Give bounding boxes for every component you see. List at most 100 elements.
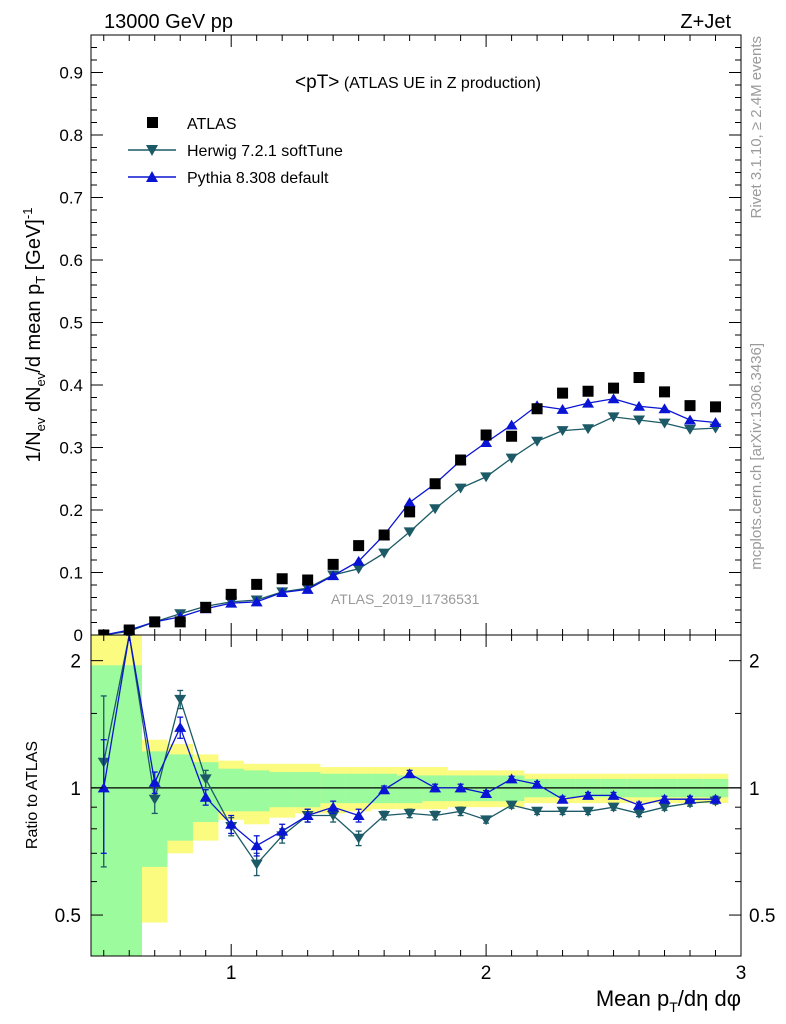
atlas-point	[276, 573, 288, 585]
ratio-y-tick-label: 0.5	[55, 906, 81, 927]
herwig-ratio-point	[429, 811, 442, 821]
pythia-ratio-point	[174, 722, 187, 732]
atlas-point	[404, 506, 416, 518]
pythia-point	[301, 583, 314, 594]
pythia-point	[327, 570, 340, 581]
herwig-point	[582, 424, 595, 435]
herwig-point	[531, 436, 544, 447]
ratio-axes-layer: 0.5 0.5 1 1 2 2 1 2 3	[55, 635, 775, 984]
pythia-ratio-point	[327, 801, 340, 812]
pythia-point	[684, 414, 697, 425]
y-tick-label: 0.8	[59, 126, 83, 145]
band-inner	[269, 772, 295, 808]
pythia-point	[556, 403, 569, 414]
pythia-point	[276, 587, 289, 597]
atlas-point	[582, 385, 594, 397]
pythia-ratio-point	[658, 793, 671, 804]
pythia-ratio-point	[531, 778, 544, 789]
x-axis-label-text: Mean pT/dη dφ	[596, 986, 741, 1015]
y-tick-label: 0.6	[59, 251, 83, 270]
herwig-ratio-point	[148, 794, 161, 805]
band-inner	[167, 754, 193, 841]
atlas-point	[531, 403, 543, 415]
atlas-point	[327, 558, 339, 570]
herwig-ratio-point	[633, 808, 646, 819]
herwig-ratio-point	[352, 833, 365, 844]
pythia-ratio-point	[556, 793, 569, 804]
pythia-ratio-point	[582, 789, 595, 800]
pythia-point	[607, 393, 620, 404]
pythia-ratio-point	[97, 782, 110, 793]
herwig-point	[556, 426, 569, 437]
atlas-point	[506, 430, 518, 442]
band-inner	[116, 665, 142, 956]
y-tick-label: 0.1	[59, 564, 83, 583]
legend: ATLAS Herwig 7.2.1 softTune Pythia 8.308…	[128, 116, 343, 187]
ratio-frame	[90, 634, 742, 957]
ratio-y-tick-label: 2	[70, 652, 81, 673]
atlas-point	[174, 616, 186, 628]
pythia-point	[250, 596, 263, 607]
x-axis-label: Mean pT/dη dφ	[596, 986, 741, 1015]
pythia-ratio-point	[633, 799, 646, 810]
pythia-ratio-point	[225, 818, 238, 829]
y-tick-label: 0.5	[59, 314, 83, 333]
main-panel: 0 0.1 0.2 0.3 0.4 0.5 0.6 0.7 0.8 0.9 <pT> (ATLAS…	[20, 34, 742, 645]
pythia-point	[709, 417, 722, 427]
atlas-point	[633, 372, 645, 383]
band-inner	[396, 775, 423, 804]
atlas-point	[378, 529, 390, 541]
herwig-ratio-point	[403, 808, 416, 819]
herwig-ratio-point	[174, 694, 187, 705]
ratio-y-tick-label: 1	[70, 779, 81, 800]
legend-atlas-label: ATLAS	[187, 116, 237, 133]
chart-title-text: <pT> (ATLAS UE in Z production)	[295, 72, 541, 93]
y-axis-label-text: 1/Nev dNev/d mean pT [GeV]-1	[20, 208, 48, 463]
atlas-point	[429, 478, 441, 490]
pythia-ratio-point	[378, 784, 391, 795]
pythia-point	[658, 403, 671, 414]
herwig-ratio-point	[582, 806, 595, 817]
ratio-y-label: Ratio to ATLAS	[24, 741, 41, 849]
herwig-ratio-point	[607, 802, 620, 813]
band-inner	[294, 772, 321, 808]
pythia-point	[225, 597, 238, 608]
rivet-label: Rivet 3.1.10, ≥ 2.4M events	[748, 36, 765, 219]
pythia-ratio-point	[403, 768, 416, 779]
herwig-point	[429, 504, 442, 515]
ratio-y-tick-label-right: 2	[749, 652, 760, 673]
herwig-ratio-point	[531, 806, 544, 817]
y-tick-label: 0.4	[59, 376, 83, 395]
y-tick-label: 0.2	[59, 501, 83, 520]
y-axis-label: 1/Nev dNev/d mean pT [GeV]-1	[20, 208, 48, 463]
pythia-ratio-point	[505, 773, 518, 784]
pythia-ratio-point	[301, 810, 314, 821]
x-tick-label: 2	[481, 963, 492, 984]
herwig-ratio-point	[250, 859, 263, 870]
herwig-ratio-point	[505, 800, 518, 811]
header-right: Z+Jet	[680, 11, 731, 33]
legend-pythia-marker	[146, 171, 158, 182]
ratio-panel: 0.5 0.5 1 1 2 2 1 2 3 Ratio to ATLAS Mean pT/dη …	[24, 634, 775, 1015]
legend-herwig-marker	[146, 145, 158, 156]
x-tick-label: 3	[736, 963, 747, 984]
chart-title: <pT> (ATLAS UE in Z production)	[295, 72, 541, 93]
herwig-point	[684, 424, 697, 435]
band-inner	[243, 770, 270, 812]
herwig-point	[658, 418, 671, 429]
pythia-point	[633, 400, 646, 411]
herwig-point	[480, 472, 493, 483]
y-tick-label: 0.7	[59, 189, 83, 208]
pythia-ratio-point	[148, 777, 161, 787]
herwig-ratio-point	[658, 802, 671, 813]
atlas-point	[149, 616, 161, 628]
herwig-ratio-point	[199, 774, 212, 785]
atlas-point	[302, 574, 314, 586]
pythia-point	[505, 419, 518, 430]
herwig-ratio-point	[378, 811, 391, 821]
analysis-label: ATLAS_2019_I1736531	[331, 591, 480, 607]
pythia-point	[582, 397, 595, 408]
legend-atlas-marker	[147, 117, 158, 128]
atlas-point	[557, 387, 569, 399]
